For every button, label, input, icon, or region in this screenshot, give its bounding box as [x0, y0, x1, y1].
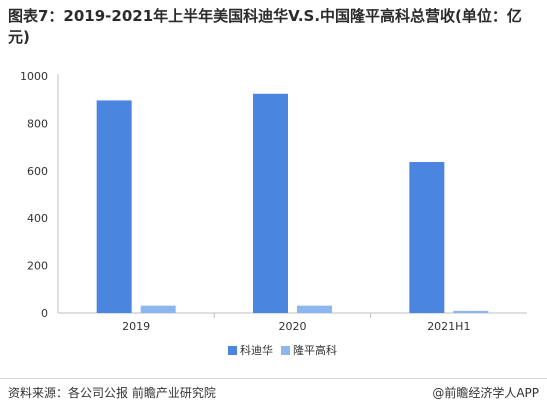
chart-title: 图表7：2019-2021年上半年美国科迪华V.S.中国隆平高科总营收(单位：亿…	[8, 7, 522, 46]
x-tick-label: 2020	[279, 320, 307, 333]
y-axis-ticks: 0 200 400 600 800 1000	[20, 70, 48, 320]
bar-longping-2019	[140, 305, 176, 313]
bar-corteva-2019	[96, 100, 132, 313]
legend-swatch	[228, 346, 237, 355]
x-tick-label: 2021H1	[427, 320, 470, 333]
x-tick-label: 2019	[122, 320, 150, 333]
y-tick-label: 600	[27, 165, 48, 178]
y-tick-label: 400	[27, 212, 48, 225]
bar-corteva-2020	[253, 93, 288, 314]
y-tick-label: 800	[27, 117, 48, 130]
legend: 科迪华 隆平高科	[228, 343, 337, 357]
y-tick-label: 0	[41, 307, 48, 320]
bar-longping-2020	[297, 305, 332, 313]
legend-label: 隆平高科	[293, 343, 337, 357]
brand-credit: @前瞻经济学人APP	[432, 386, 539, 400]
source-note: 资料来源：各公司公报 前瞻产业研究院	[8, 386, 216, 400]
legend-swatch	[281, 346, 290, 355]
bars	[96, 93, 489, 314]
legend-label: 科迪华	[240, 343, 273, 357]
x-axis-ticks: 2019 2020 2021H1	[122, 313, 470, 333]
footer-divider	[0, 378, 547, 379]
y-tick-label: 1000	[20, 70, 48, 83]
bar-corteva-2021H1	[409, 162, 445, 313]
bar-longping-2021H1	[453, 310, 489, 313]
axes	[57, 74, 527, 314]
y-tick-label: 200	[27, 260, 48, 273]
